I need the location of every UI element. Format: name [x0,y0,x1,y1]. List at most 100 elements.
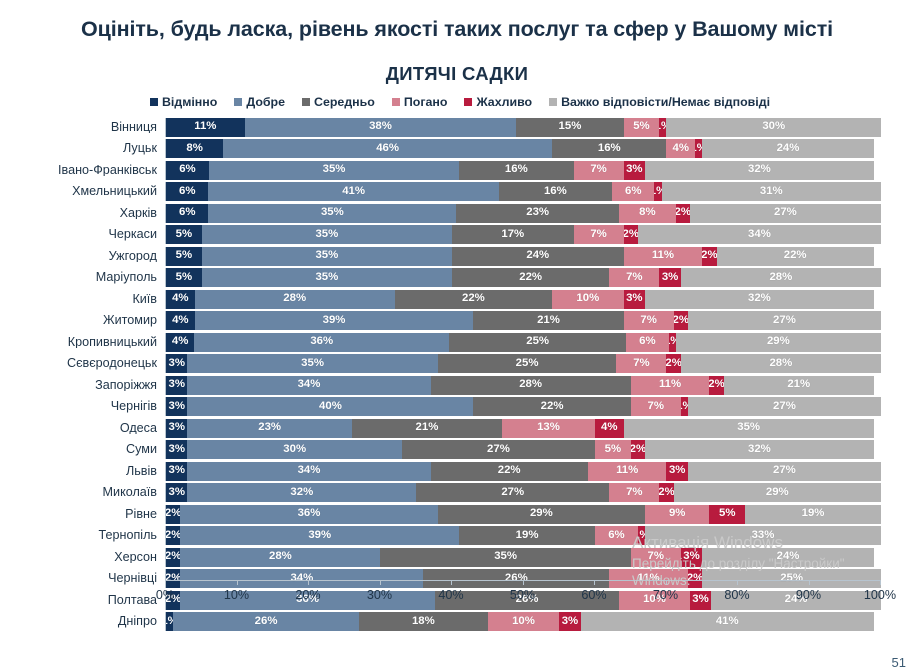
table-row[interactable]: Херсон 2% 28% 35% 7% 3% 24% [0,547,914,567]
bar-segment-no_answer[interactable]: 34% [637,225,881,244]
bar-segment-terrible[interactable]: 1% [659,117,667,137]
bar-segment-good[interactable]: 28% [194,289,395,309]
bar-segment-good[interactable]: 35% [201,268,452,287]
table-row[interactable]: Львів 3% 34% 22% 11% 3% 27% [0,461,914,481]
bar-segment-bad[interactable]: 6% [612,182,655,201]
table-row[interactable]: Одеса 3% 23% 21% 13% 4% 35% [0,418,914,438]
bar-segment-no_answer[interactable]: 30% [666,117,881,137]
bar-segment-average[interactable]: 21% [351,418,503,438]
table-row[interactable]: Луцьк 8% 46% 16% 4% 1% 24% [0,139,914,159]
bar-segment-excellent[interactable]: 11% [166,117,245,137]
bar-segment-good[interactable]: 23% [187,418,352,438]
bar-segment-terrible[interactable]: 2% [675,203,690,223]
table-row[interactable]: Київ 4% 28% 22% 10% 3% 32% [0,289,914,309]
bar-segment-no_answer[interactable]: 19% [745,504,881,524]
bar-segment-average[interactable]: 26% [435,590,620,610]
bar-segment-excellent[interactable]: 4% [166,289,195,309]
bar-segment-average[interactable]: 17% [452,225,574,244]
bar-segment-bad[interactable]: 10% [487,612,560,631]
bar-segment-terrible[interactable]: 1% [680,397,688,416]
bar-segment-good[interactable]: 36% [180,504,438,524]
bar-segment-no_answer[interactable]: 27% [687,311,881,330]
bar-segment-good[interactable]: 40% [187,397,474,416]
table-row[interactable]: Івано-Франківськ 6% 35% 16% 7% 3% 32% [0,160,914,180]
bar-segment-average[interactable]: 21% [473,311,624,330]
bar-segment-average[interactable]: 27% [401,440,595,459]
bar-segment-no_answer[interactable]: 29% [675,332,881,352]
bar-segment-terrible[interactable]: 2% [659,483,674,502]
bar-segment-no_answer[interactable]: 35% [623,418,874,438]
bar-segment-bad[interactable]: 9% [645,504,710,524]
bar-segment-average[interactable]: 26% [423,569,610,588]
bar-segment-no_answer[interactable]: 28% [680,268,881,287]
bar-segment-good[interactable]: 46% [223,139,553,158]
bar-segment-good[interactable]: 32% [187,483,417,502]
bar-segment-bad[interactable]: 11% [630,375,710,395]
bar-segment-average[interactable]: 22% [452,268,610,287]
bar-segment-good[interactable]: 30% [187,440,402,459]
bar-segment-bad[interactable]: 7% [609,483,660,502]
table-row[interactable]: Дніпро 1% 26% 18% 10% 3% 41% [0,612,914,632]
bar-segment-bad[interactable]: 6% [594,526,638,545]
bar-segment-no_answer[interactable]: 32% [645,160,874,180]
bar-segment-good[interactable]: 41% [208,182,499,201]
bar-segment-bad[interactable]: 10% [552,289,624,309]
bar-segment-good[interactable]: 35% [208,160,460,180]
bar-segment-no_answer[interactable]: 24% [702,139,874,158]
bar-segment-no_answer[interactable]: 31% [661,182,882,201]
bar-segment-terrible[interactable]: 2% [709,375,724,395]
table-row[interactable]: Сєвєродонецьк 3% 35% 25% 7% 2% 28% [0,354,914,374]
bar-segment-excellent[interactable]: 6% [166,182,209,201]
bar-segment-terrible[interactable]: 5% [709,504,746,524]
table-row[interactable]: Чернівці 2% 34% 26% 11% 2% 25% [0,569,914,589]
bar-segment-excellent[interactable]: 3% [166,354,188,373]
bar-segment-terrible[interactable]: 1% [668,332,676,352]
bar-segment-no_answer[interactable]: 32% [645,440,874,459]
legend-item-excellent[interactable]: Відмінно [149,95,217,108]
legend-item-good[interactable]: Добре [234,95,285,108]
bar-segment-bad[interactable]: 7% [623,311,674,330]
bar-segment-terrible[interactable]: 2% [673,311,688,330]
bar-segment-bad[interactable]: 11% [587,461,667,481]
table-row[interactable]: Кропивницький 4% 36% 25% 6% 1% 29% [0,332,914,352]
bar-segment-good[interactable]: 36% [180,590,436,610]
bar-segment-excellent[interactable]: 5% [166,246,202,266]
bar-segment-good[interactable]: 26% [173,612,360,631]
table-row[interactable]: Полтава 2% 36% 26% 10% 3% 24% [0,590,914,610]
bar-segment-no_answer[interactable]: 21% [723,375,874,395]
bar-segment-no_answer[interactable]: 28% [680,354,881,373]
table-row[interactable]: Суми 3% 30% 27% 5% 2% 32% [0,440,914,460]
bar-segment-good[interactable]: 36% [194,332,450,352]
bar-segment-excellent[interactable]: 5% [166,225,202,244]
bar-segment-good[interactable]: 39% [180,526,460,545]
table-row[interactable]: Тернопіль 2% 39% 19% 6% 1% 33% [0,526,914,546]
bar-segment-excellent[interactable]: 3% [166,461,188,481]
bar-segment-excellent[interactable]: 1% [166,612,174,631]
bar-segment-terrible[interactable]: 3% [559,612,581,631]
bar-segment-good[interactable]: 34% [187,375,431,395]
bar-segment-bad[interactable]: 7% [609,268,660,287]
bar-segment-terrible[interactable]: 3% [623,289,646,309]
legend-item-average[interactable]: Середньо [302,95,375,108]
legend-item-bad[interactable]: Погано [391,95,447,108]
bar-segment-terrible[interactable]: 1% [654,182,662,201]
bar-segment-bad[interactable]: 13% [502,418,595,438]
bar-segment-average[interactable]: 19% [459,526,595,545]
bar-segment-bad[interactable]: 7% [630,397,681,416]
bar-segment-average[interactable]: 35% [380,547,631,567]
bar-segment-bad[interactable]: 5% [594,440,631,459]
bar-segment-terrible[interactable]: 2% [666,354,681,373]
bar-segment-terrible[interactable]: 4% [594,418,624,438]
legend-item-terrible[interactable]: Жахливо [464,95,532,108]
table-row[interactable]: Маріуполь 5% 35% 22% 7% 3% 28% [0,268,914,288]
legend-item-no_answer[interactable]: Важко відповісти/Немає відповіді [549,95,770,108]
bar-segment-average[interactable]: 22% [394,289,553,309]
bar-segment-excellent[interactable]: 6% [166,160,209,180]
bar-segment-average[interactable]: 16% [552,139,667,158]
table-row[interactable]: Запоріжжя 3% 34% 28% 11% 2% 21% [0,375,914,395]
bar-segment-good[interactable]: 38% [244,117,517,137]
bar-segment-bad[interactable]: 10% [619,590,690,610]
bar-segment-no_answer[interactable]: 24% [711,590,881,610]
bar-segment-good[interactable]: 39% [194,311,474,330]
bar-segment-no_answer[interactable]: 33% [645,526,881,545]
